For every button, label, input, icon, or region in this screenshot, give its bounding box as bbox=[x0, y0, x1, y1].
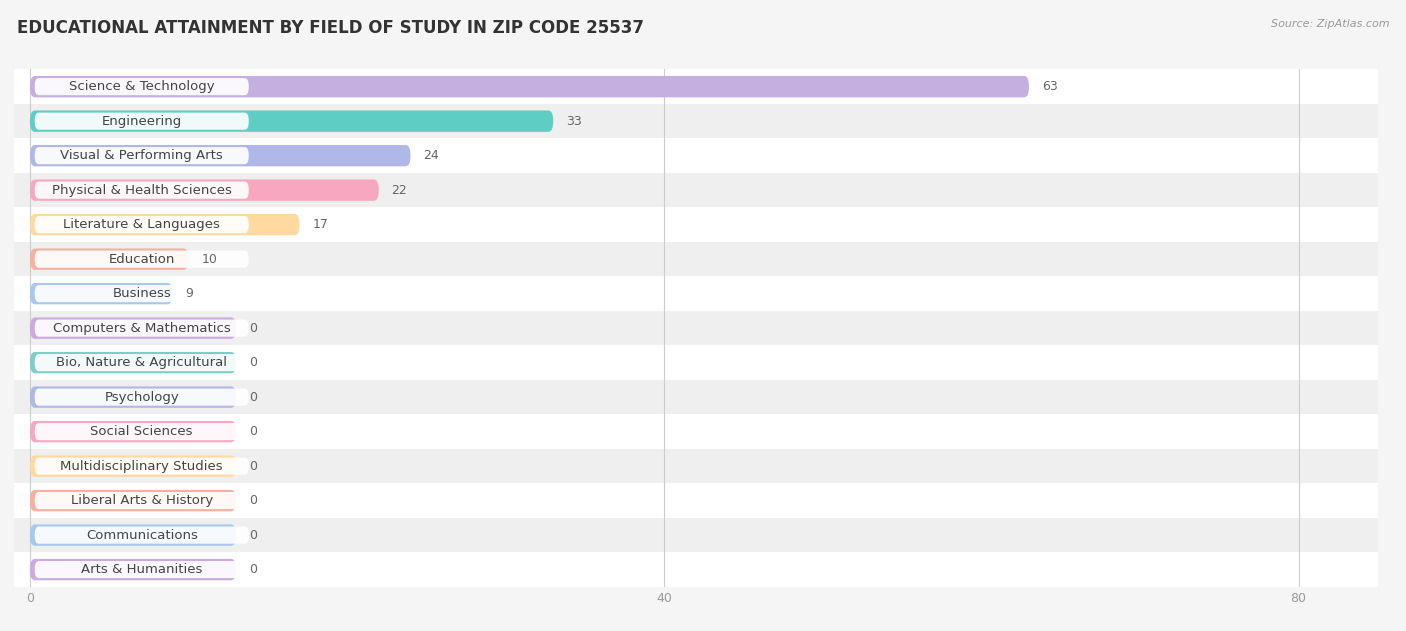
FancyBboxPatch shape bbox=[35, 251, 249, 268]
Bar bbox=[14, 276, 1378, 311]
Text: 0: 0 bbox=[249, 494, 257, 507]
Bar bbox=[14, 69, 1378, 104]
FancyBboxPatch shape bbox=[30, 559, 236, 581]
FancyBboxPatch shape bbox=[30, 214, 299, 235]
Text: Visual & Performing Arts: Visual & Performing Arts bbox=[60, 149, 224, 162]
FancyBboxPatch shape bbox=[35, 389, 249, 406]
Text: 0: 0 bbox=[249, 529, 257, 541]
Bar bbox=[14, 518, 1378, 552]
Bar bbox=[14, 104, 1378, 138]
FancyBboxPatch shape bbox=[35, 423, 249, 440]
Text: 0: 0 bbox=[249, 425, 257, 438]
FancyBboxPatch shape bbox=[35, 457, 249, 475]
FancyBboxPatch shape bbox=[30, 145, 411, 167]
Bar bbox=[14, 449, 1378, 483]
FancyBboxPatch shape bbox=[35, 354, 249, 371]
Text: 0: 0 bbox=[249, 356, 257, 369]
FancyBboxPatch shape bbox=[30, 110, 553, 132]
Text: 17: 17 bbox=[312, 218, 328, 231]
Text: EDUCATIONAL ATTAINMENT BY FIELD OF STUDY IN ZIP CODE 25537: EDUCATIONAL ATTAINMENT BY FIELD OF STUDY… bbox=[17, 19, 644, 37]
Bar bbox=[14, 208, 1378, 242]
FancyBboxPatch shape bbox=[30, 283, 173, 304]
Text: Engineering: Engineering bbox=[101, 115, 181, 127]
FancyBboxPatch shape bbox=[35, 285, 249, 302]
FancyBboxPatch shape bbox=[35, 216, 249, 233]
FancyBboxPatch shape bbox=[30, 76, 1029, 97]
Text: Literature & Languages: Literature & Languages bbox=[63, 218, 221, 231]
Bar bbox=[14, 415, 1378, 449]
FancyBboxPatch shape bbox=[35, 526, 249, 544]
Text: Liberal Arts & History: Liberal Arts & History bbox=[70, 494, 212, 507]
Text: Arts & Humanities: Arts & Humanities bbox=[82, 563, 202, 576]
Bar bbox=[14, 311, 1378, 345]
Text: 22: 22 bbox=[391, 184, 408, 197]
FancyBboxPatch shape bbox=[30, 317, 236, 339]
Text: Physical & Health Sciences: Physical & Health Sciences bbox=[52, 184, 232, 197]
Text: Bio, Nature & Agricultural: Bio, Nature & Agricultural bbox=[56, 356, 228, 369]
Text: 10: 10 bbox=[201, 252, 217, 266]
Text: 0: 0 bbox=[249, 322, 257, 334]
Text: Computers & Mathematics: Computers & Mathematics bbox=[53, 322, 231, 334]
Bar bbox=[14, 345, 1378, 380]
Bar bbox=[14, 173, 1378, 208]
Text: 0: 0 bbox=[249, 459, 257, 473]
Text: 24: 24 bbox=[423, 149, 439, 162]
FancyBboxPatch shape bbox=[35, 492, 249, 509]
FancyBboxPatch shape bbox=[35, 561, 249, 578]
Text: 0: 0 bbox=[249, 391, 257, 404]
Text: 0: 0 bbox=[249, 563, 257, 576]
FancyBboxPatch shape bbox=[35, 78, 249, 95]
Bar bbox=[14, 552, 1378, 587]
Bar bbox=[14, 483, 1378, 518]
Text: 33: 33 bbox=[567, 115, 582, 127]
Text: Source: ZipAtlas.com: Source: ZipAtlas.com bbox=[1271, 19, 1389, 29]
Text: Multidisciplinary Studies: Multidisciplinary Studies bbox=[60, 459, 224, 473]
Text: Social Sciences: Social Sciences bbox=[90, 425, 193, 438]
Text: Science & Technology: Science & Technology bbox=[69, 80, 215, 93]
FancyBboxPatch shape bbox=[30, 421, 236, 442]
Bar bbox=[14, 380, 1378, 415]
Text: Business: Business bbox=[112, 287, 172, 300]
FancyBboxPatch shape bbox=[35, 147, 249, 164]
FancyBboxPatch shape bbox=[35, 319, 249, 337]
FancyBboxPatch shape bbox=[30, 386, 236, 408]
Bar bbox=[14, 138, 1378, 173]
FancyBboxPatch shape bbox=[30, 524, 236, 546]
Text: Education: Education bbox=[108, 252, 174, 266]
Text: 63: 63 bbox=[1042, 80, 1057, 93]
FancyBboxPatch shape bbox=[30, 490, 236, 511]
Text: Communications: Communications bbox=[86, 529, 198, 541]
FancyBboxPatch shape bbox=[30, 352, 236, 374]
Text: Psychology: Psychology bbox=[104, 391, 179, 404]
FancyBboxPatch shape bbox=[30, 179, 378, 201]
Bar bbox=[14, 242, 1378, 276]
FancyBboxPatch shape bbox=[35, 182, 249, 199]
FancyBboxPatch shape bbox=[30, 456, 236, 477]
Text: 9: 9 bbox=[186, 287, 193, 300]
FancyBboxPatch shape bbox=[35, 112, 249, 130]
FancyBboxPatch shape bbox=[30, 249, 188, 270]
